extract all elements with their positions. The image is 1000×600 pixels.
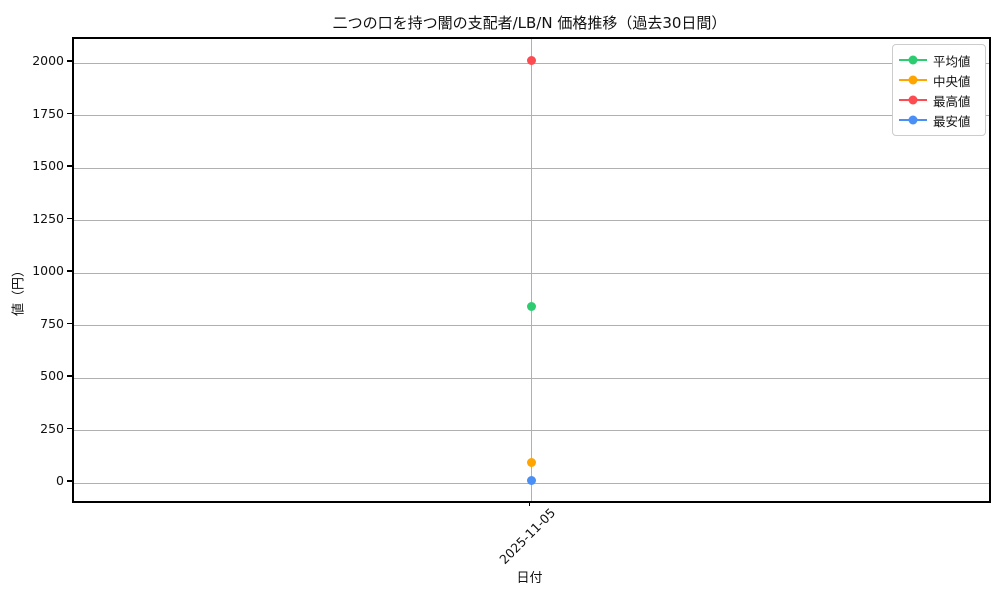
legend-item-min: 最安値 bbox=[899, 110, 979, 130]
y-tick-label: 1500 bbox=[32, 158, 64, 174]
y-tick-mark bbox=[67, 270, 72, 272]
gridline-vertical bbox=[531, 39, 532, 501]
data-point-平均値 bbox=[527, 301, 536, 311]
legend-dot-icon bbox=[908, 95, 918, 105]
y-tick-mark bbox=[67, 112, 72, 115]
y-tick-label: 1750 bbox=[32, 105, 64, 121]
y-tick-label: 500 bbox=[40, 368, 64, 384]
legend-dot-icon bbox=[908, 55, 918, 65]
y-tick-mark bbox=[67, 322, 72, 325]
y-tick-label: 1250 bbox=[32, 210, 64, 226]
legend-label-max: 最高値 bbox=[933, 93, 971, 109]
y-tick-label: 0 bbox=[56, 473, 64, 489]
legend-marker-median bbox=[899, 75, 927, 85]
legend-dot-icon bbox=[908, 75, 918, 85]
legend-item-median: 中央値 bbox=[899, 70, 979, 90]
chart-title: 二つの口を持つ闇の支配者/LB/N 価格推移（過去30日間） bbox=[332, 14, 727, 32]
data-point-中央値 bbox=[527, 458, 536, 468]
legend-item-average: 平均値 bbox=[899, 50, 979, 70]
legend-item-max: 最高値 bbox=[899, 90, 979, 110]
y-tick-mark bbox=[67, 60, 72, 62]
x-tick-mark bbox=[528, 501, 531, 506]
x-tick-label: 2025-11-05 bbox=[496, 505, 559, 567]
legend-label-average: 平均値 bbox=[933, 53, 971, 69]
legend-marker-average bbox=[899, 55, 927, 65]
legend-marker-min bbox=[899, 115, 927, 125]
legend-marker-max bbox=[899, 95, 927, 105]
data-point-最安値 bbox=[527, 475, 536, 485]
y-tick-mark bbox=[67, 480, 72, 482]
y-tick-label: 1000 bbox=[32, 263, 64, 279]
plot-area: 平均値 中央値 最高値 最安値 bbox=[72, 37, 991, 503]
y-tick-label: 2000 bbox=[32, 53, 64, 69]
y-tick-label: 750 bbox=[40, 315, 64, 331]
y-tick-mark bbox=[67, 165, 72, 167]
legend-label-min: 最安値 bbox=[933, 113, 971, 129]
legend-label-median: 中央値 bbox=[933, 73, 971, 89]
legend-dot-icon bbox=[908, 115, 918, 125]
y-tick-label: 250 bbox=[40, 420, 64, 436]
y-tick-mark bbox=[67, 217, 72, 220]
legend: 平均値 中央値 最高値 最安値 bbox=[892, 44, 986, 136]
y-tick-mark bbox=[67, 427, 72, 430]
data-point-最高値 bbox=[527, 55, 536, 65]
x-axis-label: 日付 bbox=[516, 571, 543, 586]
y-tick-mark bbox=[67, 375, 72, 377]
